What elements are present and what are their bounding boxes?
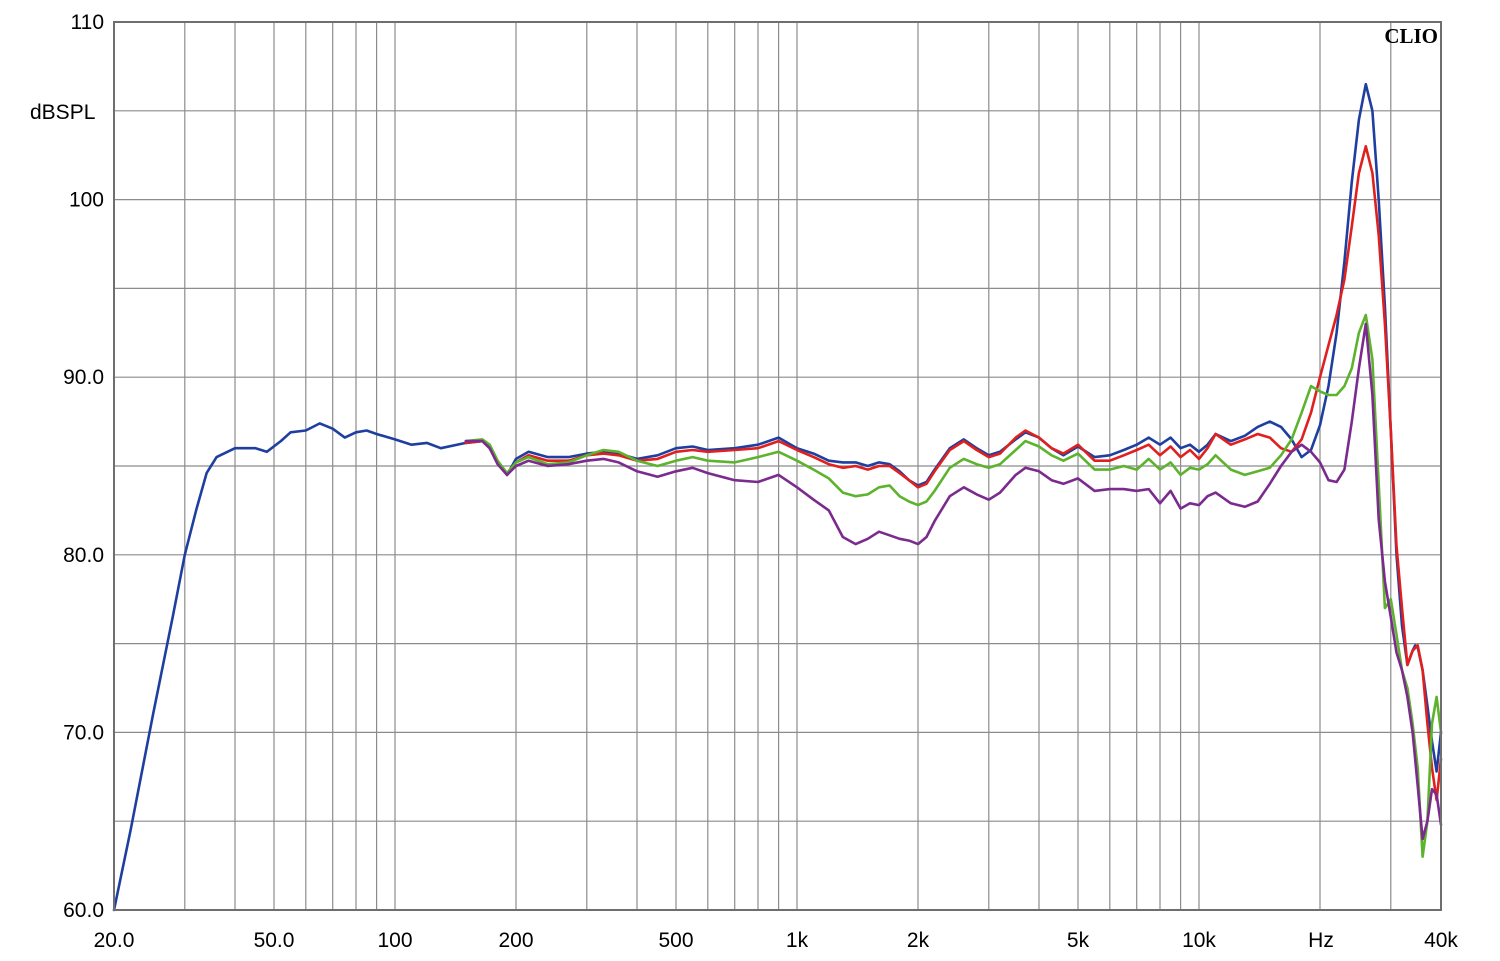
grid xyxy=(114,22,1441,910)
x-tick-label: 1k xyxy=(786,929,809,952)
series-group xyxy=(112,82,1443,912)
brand-label: CLIO xyxy=(1384,24,1438,48)
series-line-2 xyxy=(464,145,1443,802)
x-tick-label: 500 xyxy=(658,929,693,952)
series-line-1 xyxy=(112,82,1443,912)
x-tick-labels: 20.0 50.0 100 200 500 1k 2k 5k 10k 40k xyxy=(94,929,1459,952)
x-tick-label: 40k xyxy=(1424,929,1458,952)
x-tick-label: 10k xyxy=(1182,929,1216,952)
series-line-4 xyxy=(464,322,1443,841)
y-tick-label: 70.0 xyxy=(63,721,104,744)
y-tick-label: 60.0 xyxy=(63,899,104,922)
plot-frame xyxy=(113,21,1442,911)
x-tick-label: 50.0 xyxy=(254,929,295,952)
x-tick-label: 2k xyxy=(907,929,930,952)
y-tick-label: 90.0 xyxy=(63,366,104,389)
x-tick-label: 200 xyxy=(498,929,533,952)
series-line-3 xyxy=(464,313,1443,859)
y-axis-label: dBSPL xyxy=(30,101,95,124)
y-tick-labels: 110 100 90.0 80.0 70.0 60.0 xyxy=(63,11,104,922)
x-tick-label: 100 xyxy=(377,929,412,952)
x-tick-label: 5k xyxy=(1067,929,1090,952)
x-axis-label: Hz xyxy=(1308,929,1334,952)
x-tick-label: 20.0 xyxy=(94,929,135,952)
y-tick-label: 80.0 xyxy=(63,544,104,567)
y-tick-label: 110 xyxy=(71,11,104,34)
y-tick-label: 100 xyxy=(69,189,104,212)
